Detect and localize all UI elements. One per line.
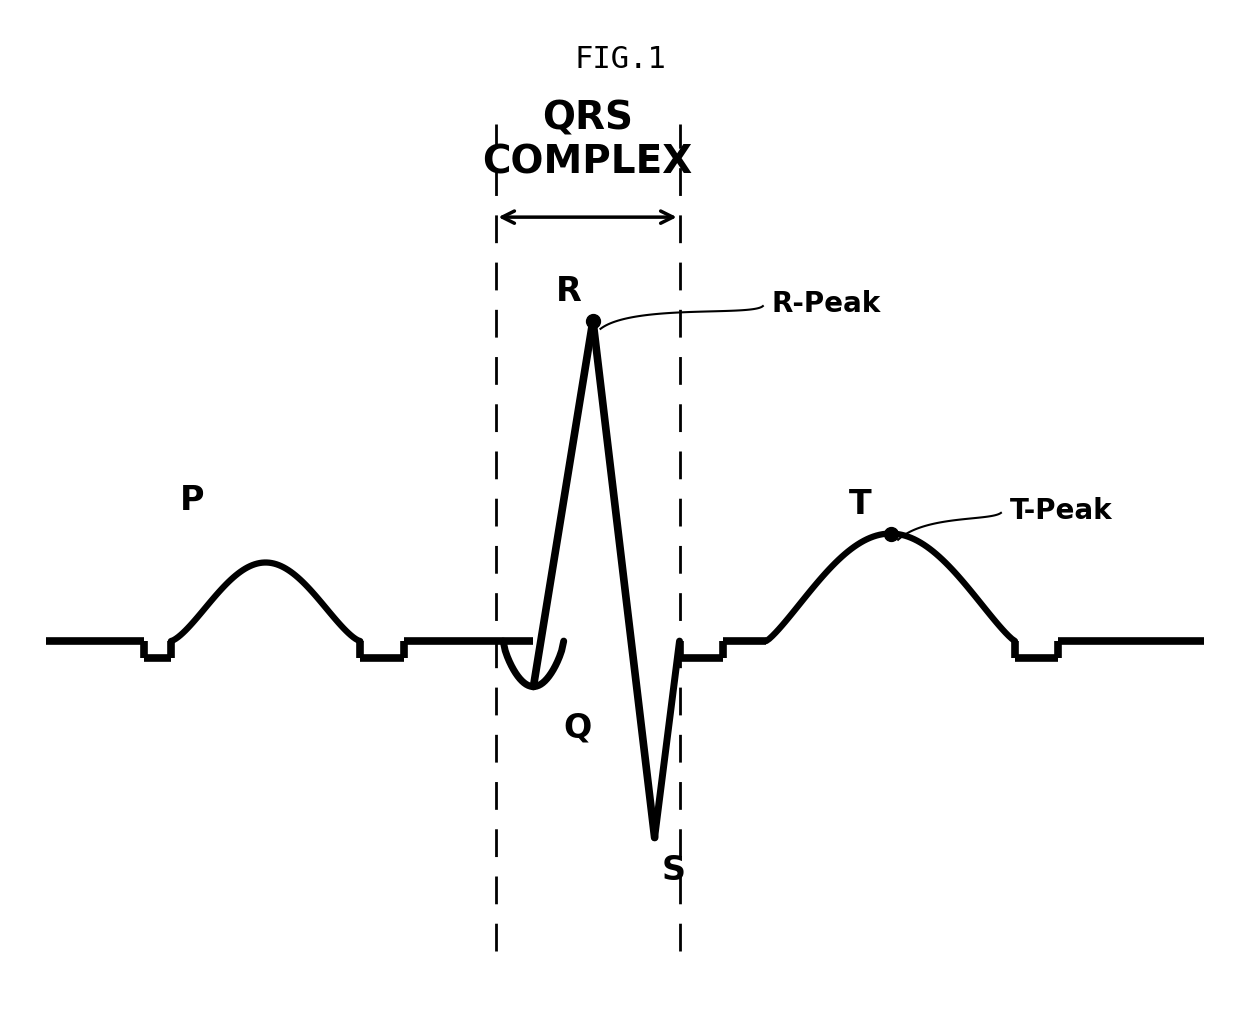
Text: P: P [180, 484, 205, 517]
Text: T-Peak: T-Peak [1009, 496, 1112, 525]
Point [583, 312, 603, 329]
Text: R-Peak: R-Peak [771, 290, 880, 318]
Text: S: S [662, 854, 686, 887]
Point [880, 525, 900, 542]
Text: R: R [557, 275, 582, 308]
Text: T: T [849, 488, 872, 521]
Text: FIG.1: FIG.1 [574, 45, 666, 74]
Text: QRS
COMPLEX: QRS COMPLEX [482, 100, 693, 182]
Text: Q: Q [564, 711, 591, 744]
